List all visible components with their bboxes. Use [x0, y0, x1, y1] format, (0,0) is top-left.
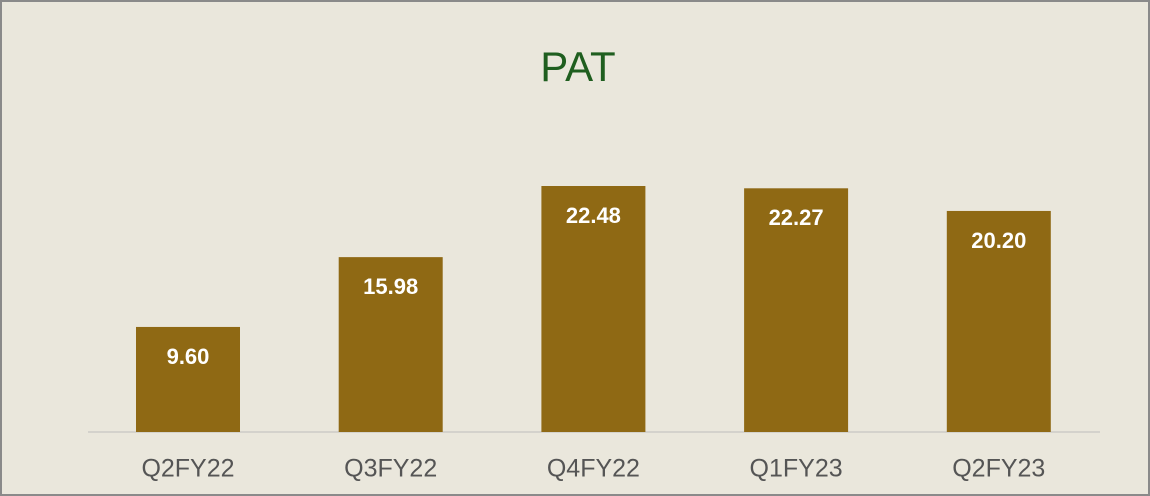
- value-label: 15.98: [363, 274, 418, 299]
- x-tick-label: Q4FY22: [547, 455, 640, 483]
- bar: [744, 188, 849, 432]
- chart-title: PAT: [540, 43, 615, 90]
- x-tick-label: Q1FY23: [750, 455, 843, 483]
- x-tick-label: Q2FY23: [952, 455, 1045, 483]
- bar: [541, 186, 646, 432]
- value-label: 9.60: [167, 344, 210, 369]
- value-label: 22.27: [769, 205, 824, 230]
- x-tick-label: Q3FY22: [344, 455, 437, 483]
- value-label: 22.48: [566, 203, 621, 228]
- bar: [136, 326, 240, 432]
- bar: [946, 210, 1051, 432]
- bar: [338, 257, 443, 432]
- value-label: 20.20: [971, 228, 1026, 253]
- x-tick-label: Q2FY22: [141, 455, 234, 483]
